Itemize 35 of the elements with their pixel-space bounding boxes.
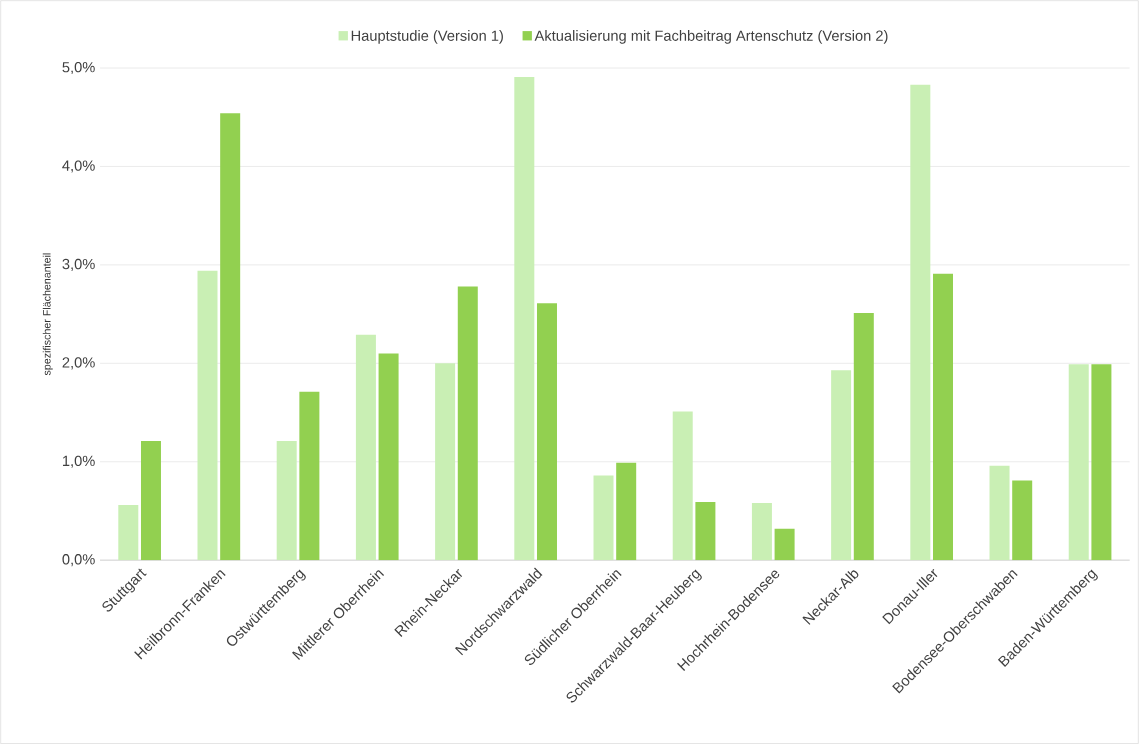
- y-tick-label: 3,0%: [62, 258, 95, 271]
- bar: [774, 528, 795, 561]
- bar: [695, 501, 716, 561]
- bar: [299, 391, 320, 561]
- bar: [457, 286, 478, 561]
- bar: [751, 502, 772, 561]
- y-tick-label: 0,0%: [62, 554, 95, 567]
- bar: [616, 462, 637, 561]
- bar: [989, 465, 1010, 561]
- bar: [593, 475, 614, 561]
- y-tick-label: 4,0%: [62, 160, 95, 173]
- bar: [197, 270, 218, 561]
- bar: [435, 363, 456, 561]
- bar: [831, 370, 852, 561]
- bar: [1068, 364, 1089, 561]
- bar: [910, 84, 931, 561]
- bar: [378, 353, 399, 561]
- bar: [276, 440, 297, 561]
- bar: [140, 440, 161, 561]
- legend-label: Aktualisierung mit Fachbeitrag Artenschutz (Version 2): [534, 30, 888, 44]
- bar: [118, 504, 139, 561]
- bar: [220, 113, 241, 561]
- bar: [853, 313, 874, 561]
- bar: [933, 273, 954, 561]
- bar: [514, 76, 535, 561]
- y-tick-label: 1,0%: [62, 455, 95, 468]
- bar: [1012, 480, 1033, 561]
- y-axis-title: spezifischer Flächenanteil: [42, 253, 53, 376]
- y-tick-label: 5,0%: [62, 61, 95, 74]
- bar: [536, 303, 557, 561]
- y-tick-label: 2,0%: [62, 357, 95, 370]
- bar: [355, 334, 376, 561]
- legend-label: Hauptstudie (Version 1): [351, 30, 503, 44]
- bar: [672, 411, 693, 561]
- bar: [1091, 364, 1112, 561]
